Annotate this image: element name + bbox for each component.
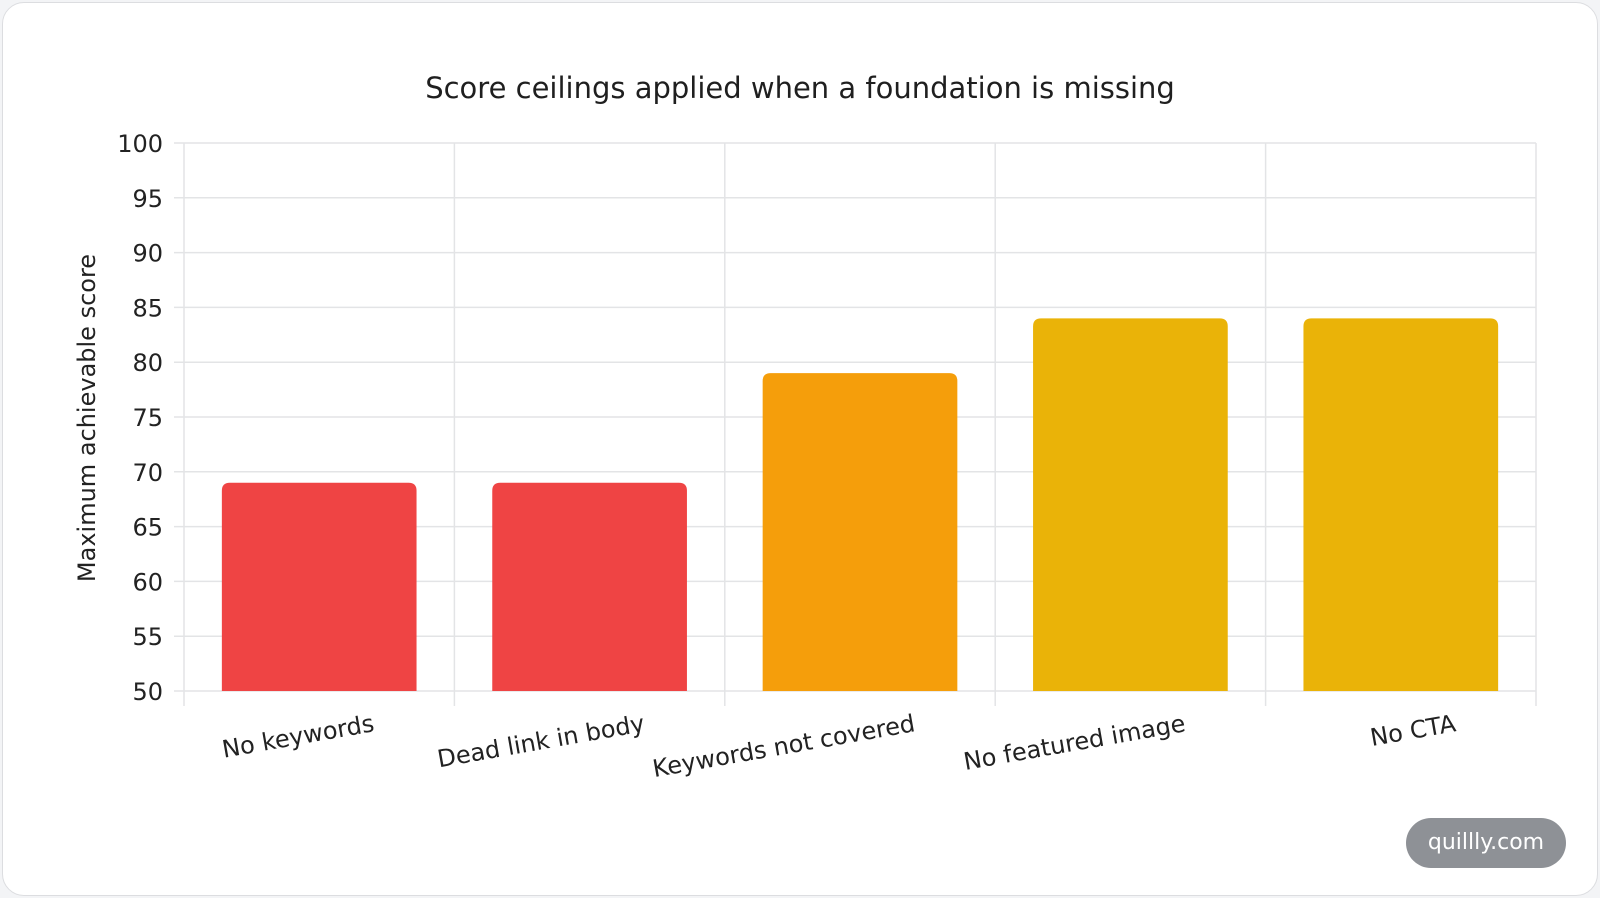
bar: [1033, 318, 1228, 691]
x-tick-label: No CTA: [1368, 709, 1458, 752]
y-tick-label: 100: [117, 130, 163, 158]
y-tick-label: 55: [132, 623, 163, 651]
y-tick-label: 60: [132, 568, 163, 596]
x-tick-label: Dead link in body: [435, 709, 646, 773]
y-axis-label: Maximum achievable score: [73, 254, 101, 582]
bars: [221, 318, 1499, 691]
x-tick-label: No keywords: [220, 709, 376, 763]
watermark-badge: quillly.com: [1406, 818, 1566, 868]
x-tick-label: Keywords not covered: [650, 709, 917, 783]
bar: [221, 482, 417, 691]
y-tick-label: 75: [132, 404, 163, 432]
y-tick-label: 95: [132, 185, 163, 213]
x-tick-labels: No keywords Dead link in body Keywords not…: [220, 709, 1458, 783]
y-tick-label: 90: [132, 240, 163, 268]
y-tick-label: 65: [132, 514, 163, 542]
bar: [492, 482, 687, 691]
x-tick-label: No featured image: [961, 709, 1187, 776]
chart-title: Score ceilings applied when a foundation…: [425, 71, 1175, 105]
bar: [1303, 318, 1499, 691]
bar: [762, 373, 958, 691]
y-tick-labels: 50 55 60 65 70 75 80 85 90 95 100: [117, 130, 163, 706]
y-tick-label: 50: [132, 678, 163, 706]
y-tick-label: 70: [132, 459, 163, 487]
y-tick-label: 85: [132, 294, 163, 322]
y-tick-label: 80: [132, 349, 163, 377]
